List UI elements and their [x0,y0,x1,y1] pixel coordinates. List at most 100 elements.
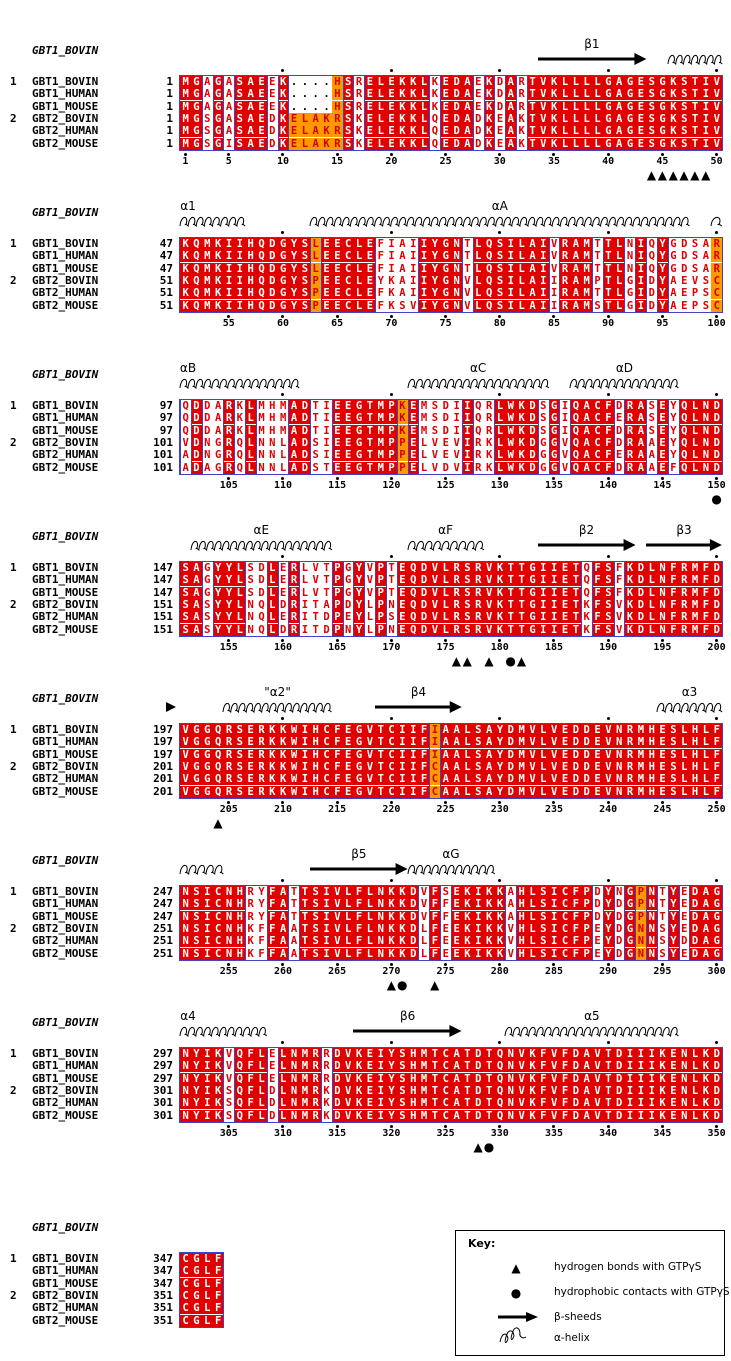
position-number: 255 [219,965,238,977]
residue: R [223,400,235,412]
residue: L [342,910,354,923]
residue: P [310,287,322,300]
residue: K [385,274,398,287]
residue: V [223,1072,235,1085]
residue: S [537,424,549,437]
residue: M [689,574,701,587]
residue: C [212,886,224,898]
residue: E [266,1060,278,1073]
residue: T [602,238,614,250]
residue: D [299,412,311,425]
residue: T [516,623,528,636]
residue: T [602,1060,614,1073]
residue: K [516,412,528,425]
residue: T [310,424,322,437]
residue: G [526,574,539,587]
beta-strand-arrow [375,701,462,713]
residue: L [418,125,430,138]
tick-dot [498,1124,502,1128]
residue: K [353,112,365,125]
residue: E [656,773,669,786]
residue: E [591,935,604,948]
residue: M [418,1060,430,1073]
alpha-helix-coil [407,378,549,390]
beta-strand-arrow [537,53,647,65]
residue: A [581,412,593,425]
residue: G [667,262,680,275]
sequence-start: 347 [153,1264,173,1278]
residue: Q [190,299,203,312]
residue: N [656,598,669,611]
residue: A [581,1084,593,1097]
residue: D [711,1109,723,1122]
residue: E [342,400,354,412]
residue: L [678,736,690,749]
residue: V [602,724,614,736]
residue: H [266,424,278,437]
position-number: 125 [436,479,455,491]
position-number: 150 [707,479,726,491]
residue: L [700,736,712,749]
residue: N [656,623,669,636]
residue: I [299,611,311,624]
residue: L [591,137,604,150]
residue: E [396,598,409,611]
residue: L [591,76,604,88]
residue: E [440,449,452,462]
residue: L [613,274,625,287]
residue: L [581,100,593,113]
residue: V [331,886,343,898]
residue: . [299,88,311,101]
residue: K [212,274,224,287]
residue: I [700,112,712,125]
residue: S [223,1097,235,1110]
sequence-start: 247 [153,885,173,898]
residue: A [635,436,647,449]
residue: H [689,724,701,736]
residue: C [180,1277,192,1290]
residue: E [288,125,300,138]
residue: S [396,1097,409,1110]
residue: P [396,461,409,474]
residue: L [581,88,593,101]
residue: T [483,1097,495,1110]
residue: V [548,238,560,250]
alpha-helix-coil [179,1026,268,1038]
position-number: 55 [222,317,235,329]
residue: P [689,299,701,312]
residue: I [385,250,398,263]
residue: E [320,262,333,275]
residue: K [667,76,680,88]
residue: E [331,299,343,312]
residue: K [277,736,289,749]
residue: K [656,1084,669,1097]
residue: D [472,125,484,138]
residue: C [711,274,723,287]
residue: L [440,586,452,599]
residue: S [190,935,203,948]
residue: H [245,262,257,275]
residue: M [180,100,192,113]
residue: N [375,947,387,960]
residue: T [516,574,528,587]
residue: G [353,436,365,449]
residue: R [678,574,690,587]
residue: K [526,1072,539,1085]
residue: Q [255,287,268,300]
residue: A [526,299,539,312]
position-number: 330 [490,1127,509,1139]
residue: L [375,88,387,101]
residue: G [548,412,560,425]
residue: P [581,935,593,948]
residue: G [277,262,289,275]
residue: Q [570,412,582,425]
residue: L [537,748,549,761]
residue: P [581,886,593,898]
residue: A [440,724,452,736]
residue: N [255,449,268,462]
residue: N [451,287,463,300]
residue: M [375,412,387,425]
tick-dot [281,879,285,882]
residue: E [656,461,669,474]
residue: H [245,299,257,312]
